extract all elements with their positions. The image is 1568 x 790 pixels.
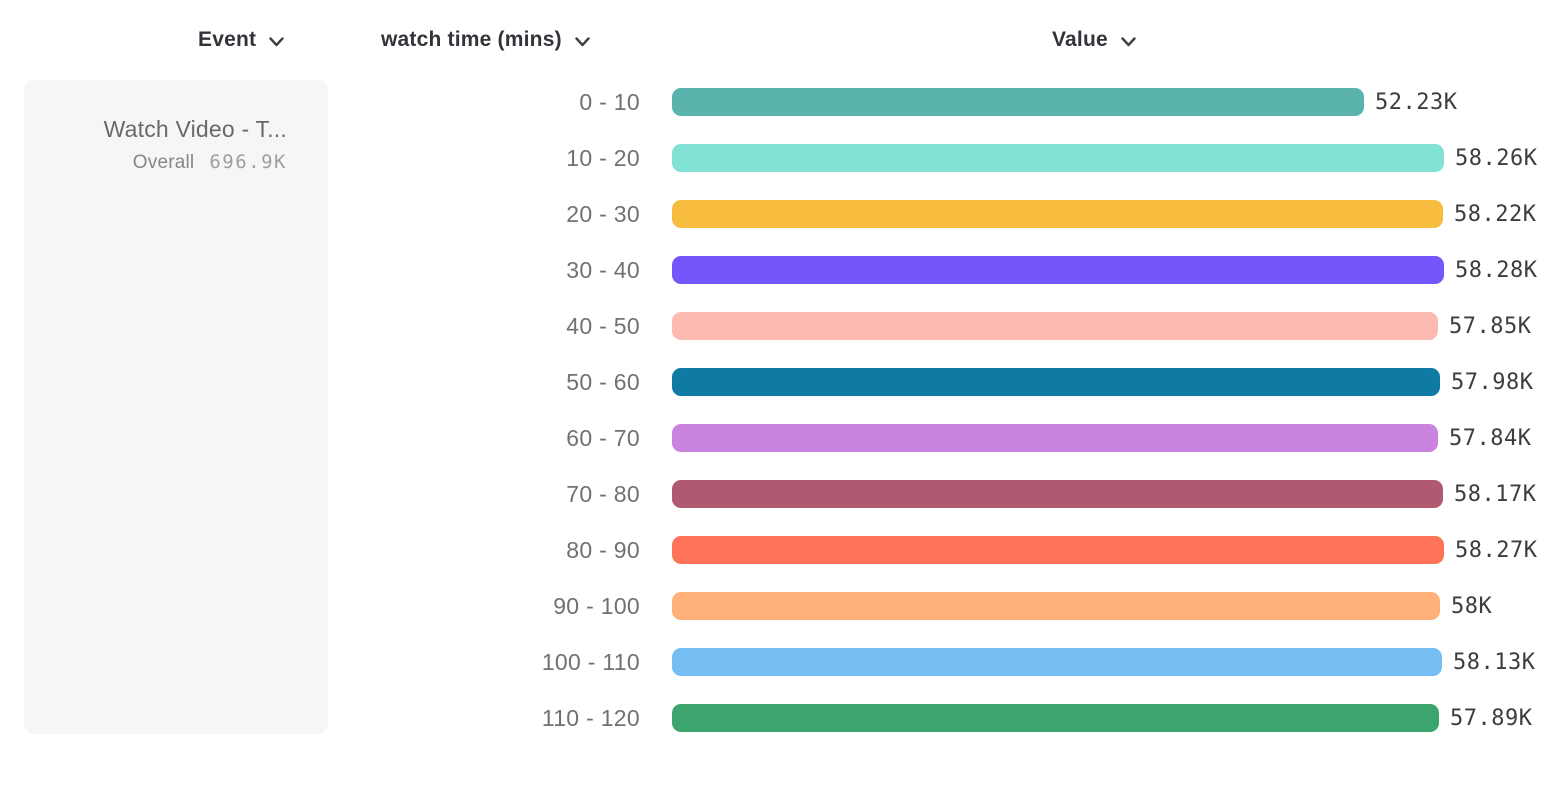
- bar[interactable]: [672, 536, 1444, 564]
- bar-value-label: 58.28K: [1455, 257, 1538, 283]
- bar-value-label: 58.13K: [1453, 649, 1536, 675]
- bar-row: 100 - 110 58.13K: [0, 634, 1568, 690]
- bar-row: 90 - 100 58K: [0, 578, 1568, 634]
- bar-value-label: 57.89K: [1450, 705, 1533, 731]
- bar[interactable]: [672, 648, 1442, 676]
- bar-row: 20 - 30 58.22K: [0, 186, 1568, 242]
- row-category-label: 40 - 50: [566, 312, 640, 339]
- bar[interactable]: [672, 704, 1439, 732]
- row-category-label: 0 - 10: [579, 88, 640, 115]
- bar[interactable]: [672, 424, 1438, 452]
- bar-row: 30 - 40 58.28K: [0, 242, 1568, 298]
- row-category-label: 110 - 120: [541, 704, 640, 731]
- chevron-down-icon: [269, 36, 284, 46]
- event-card[interactable]: Watch Video - T... Overall 696.9K: [24, 80, 328, 734]
- event-column-dropdown[interactable]: Event: [198, 28, 284, 52]
- event-column-label: Event: [198, 28, 257, 51]
- bar[interactable]: [672, 88, 1364, 116]
- event-overall-row: Overall 696.9K: [44, 151, 287, 174]
- bar-value-label: 58.17K: [1454, 481, 1537, 507]
- bar-row: 50 - 60 57.98K: [0, 354, 1568, 410]
- bar-value-label: 57.98K: [1451, 369, 1534, 395]
- bar[interactable]: [672, 144, 1444, 172]
- row-category-label: 20 - 30: [566, 200, 640, 227]
- event-name: Watch Video - T...: [103, 116, 287, 142]
- chevron-down-icon: [575, 36, 590, 46]
- bar-value-label: 58.22K: [1454, 201, 1537, 227]
- bar-value-label: 58K: [1451, 593, 1493, 619]
- breakdown-column-label: watch time (mins): [381, 28, 562, 51]
- row-category-label: 10 - 20: [566, 144, 640, 171]
- row-category-label: 70 - 80: [566, 480, 640, 507]
- breakdown-column-dropdown[interactable]: watch time (mins): [381, 28, 590, 52]
- row-category-label: 90 - 100: [553, 592, 640, 619]
- bar[interactable]: [672, 368, 1440, 396]
- overall-value: 696.9K: [209, 151, 287, 173]
- bar-value-label: 58.27K: [1455, 537, 1538, 563]
- chevron-down-icon: [1121, 36, 1136, 46]
- row-category-label: 60 - 70: [566, 424, 640, 451]
- bar-row: 0 - 10 52.23K: [0, 74, 1568, 130]
- bar-value-label: 52.23K: [1375, 89, 1458, 115]
- overall-label: Overall: [132, 152, 195, 173]
- row-category-label: 50 - 60: [566, 368, 640, 395]
- bar-value-label: 57.85K: [1449, 313, 1532, 339]
- bar-value-label: 58.26K: [1455, 145, 1538, 171]
- row-category-label: 80 - 90: [566, 536, 640, 563]
- value-column-dropdown[interactable]: Value: [1052, 28, 1136, 52]
- bar-row: 10 - 20 58.26K: [0, 130, 1568, 186]
- bar-row: 40 - 50 57.85K: [0, 298, 1568, 354]
- bar-chart: 0 - 10 52.23K 10 - 20 58.26K 20 - 30 58.…: [0, 74, 1568, 746]
- bar-row: 60 - 70 57.84K: [0, 410, 1568, 466]
- bar[interactable]: [672, 480, 1443, 508]
- bar-row: 80 - 90 58.27K: [0, 522, 1568, 578]
- bar[interactable]: [672, 592, 1440, 620]
- bar-row: 110 - 120 57.89K: [0, 690, 1568, 746]
- bar-value-label: 57.84K: [1449, 425, 1532, 451]
- bar-row: 70 - 80 58.17K: [0, 466, 1568, 522]
- row-category-label: 30 - 40: [566, 256, 640, 283]
- row-category-label: 100 - 110: [541, 648, 640, 675]
- bar[interactable]: [672, 200, 1443, 228]
- bar[interactable]: [672, 312, 1438, 340]
- value-column-label: Value: [1052, 28, 1108, 51]
- bar[interactable]: [672, 256, 1444, 284]
